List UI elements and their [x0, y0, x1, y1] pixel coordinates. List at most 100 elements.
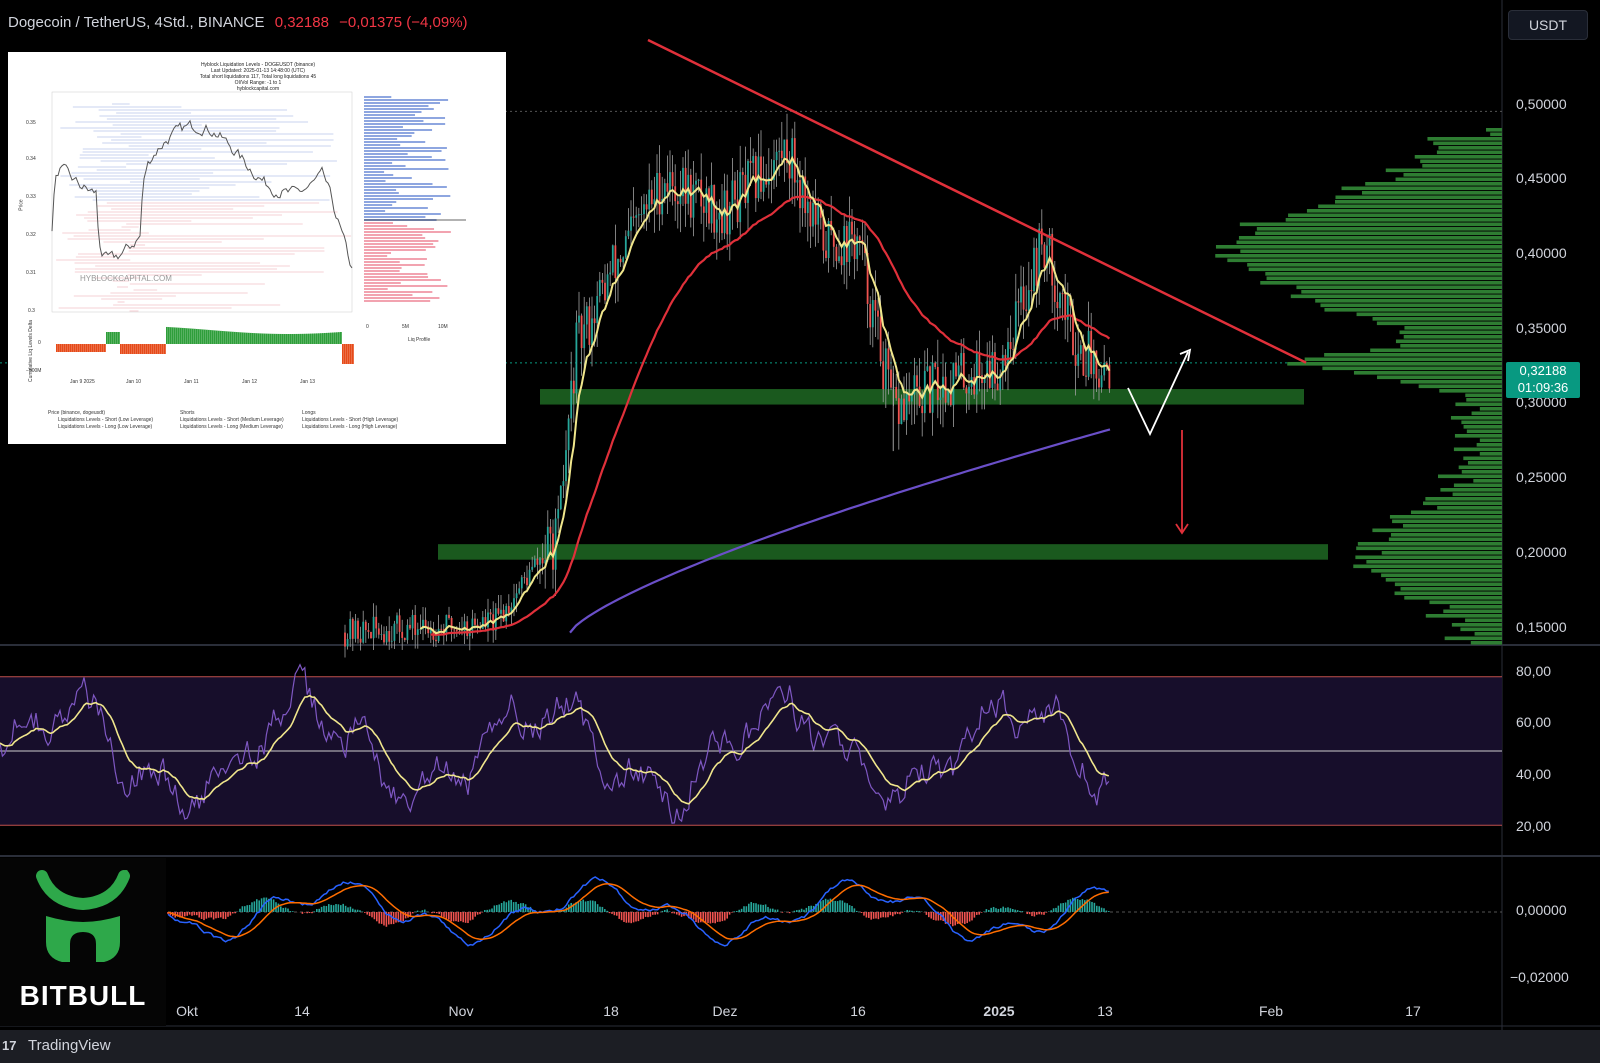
bitbull-logo: BITBULL: [0, 858, 166, 1026]
macd-histogram-bar: [455, 912, 457, 922]
inset-delta-bar: [324, 332, 326, 344]
volume-profile-bar: [1414, 155, 1502, 159]
macd-histogram-bar: [1028, 912, 1031, 915]
inset-delta-bar: [58, 344, 60, 352]
macd-histogram-bar: [616, 912, 618, 916]
macd-histogram-bar: [476, 912, 479, 915]
macd-histogram-bar: [397, 912, 400, 923]
macd-histogram-bar: [1012, 909, 1014, 912]
candle-body: [1092, 350, 1095, 375]
macd-histogram-bar: [505, 902, 508, 912]
macd-histogram-bar: [726, 912, 728, 919]
volume-profile-bar: [1463, 456, 1502, 461]
time-axis-tick: Feb: [1258, 1003, 1284, 1019]
footer-brand[interactable]: TradingView: [28, 1037, 111, 1054]
inset-profile-bar: [364, 147, 447, 149]
inset-delta-bar: [258, 333, 260, 344]
inset-delta-bar: [78, 344, 80, 352]
volume-profile-bar: [1287, 362, 1502, 366]
candle-body: [960, 353, 963, 366]
macd-histogram-bar: [976, 912, 978, 915]
inset-delta-bar: [104, 344, 106, 352]
macd-histogram-bar: [337, 904, 340, 912]
macd-histogram-bar: [820, 901, 822, 912]
inset-profile-bar: [364, 252, 392, 254]
macd-histogram-bar: [623, 912, 625, 922]
inset-delta-bar: [350, 344, 352, 364]
macd-histogram-bar: [385, 912, 388, 927]
volume-profile-bar: [1470, 641, 1502, 645]
volume-profile-bar: [1239, 222, 1502, 227]
macd-histogram-bar: [438, 912, 440, 914]
macd-histogram-bar: [928, 912, 930, 918]
inset-delta-bar: [234, 331, 236, 344]
macd-histogram-bar: [632, 912, 635, 923]
inset-profile-bar: [364, 138, 398, 140]
inset-profile-bar: [364, 213, 441, 215]
candle-body: [370, 631, 372, 639]
inset-delta-bar: [308, 333, 310, 344]
inset-delta-bar: [168, 327, 170, 344]
inset-profile-tick: 0: [366, 324, 369, 330]
candle-body: [583, 324, 586, 349]
macd-histogram-bar: [335, 904, 337, 912]
macd-histogram-bar: [673, 912, 676, 914]
macd-histogram-bar: [647, 912, 649, 918]
macd-histogram-bar: [176, 912, 179, 917]
candle-body: [884, 348, 887, 390]
price-axis-tick: 0,20000: [1516, 544, 1567, 560]
macd-panel[interactable]: [167, 876, 1502, 947]
candle-body: [1074, 354, 1077, 366]
inset-profile-bar: [364, 135, 412, 137]
macd-histogram-bar: [803, 909, 805, 912]
inset-delta-bar: [206, 329, 208, 344]
inset-delta-bar: [284, 333, 286, 344]
candle-body: [731, 180, 734, 207]
bar-countdown: 01:09:36: [1517, 380, 1569, 395]
volume-profile-bar: [1361, 191, 1502, 195]
macd-histogram-bar: [510, 899, 512, 912]
inset-profile-bar: [364, 114, 416, 116]
chart-canvas[interactable]: [0, 0, 1600, 1030]
candle-body: [926, 366, 929, 371]
candle-body: [715, 219, 718, 233]
volume-profile-bar: [1404, 326, 1502, 330]
symbol-header[interactable]: Dogecoin / TetherUS, 4Std., BINANCE 0,32…: [8, 14, 468, 31]
inset-profile-bar: [364, 171, 385, 173]
candle-body: [1072, 305, 1074, 355]
macd-histogram-bar: [990, 907, 992, 912]
macd-histogram-bar: [882, 912, 884, 918]
macd-histogram-bar: [217, 912, 220, 918]
inset-delta-bar: [210, 330, 212, 344]
volume-profile-bar: [1266, 276, 1502, 281]
macd-histogram-bar: [474, 912, 476, 917]
macd-histogram-bar: [496, 905, 498, 912]
rsi-panel[interactable]: [0, 663, 1502, 826]
inset-delta-bar: [318, 333, 320, 344]
currency-button[interactable]: USDT: [1508, 10, 1588, 40]
inset-delta-bar: [198, 329, 200, 344]
inset-delta-bar: [298, 333, 300, 344]
volume-profile-bar: [1290, 294, 1502, 299]
macd-histogram-bar: [268, 898, 270, 912]
candle-body: [908, 394, 911, 402]
macd-histogram-bar: [853, 908, 856, 912]
inset-delta-bar: [276, 333, 278, 344]
candle-body: [765, 179, 768, 185]
candle-body: [1082, 345, 1085, 376]
inset-delta-bar: [342, 344, 344, 364]
candle-body: [637, 214, 640, 216]
volume-profile-bar: [1460, 627, 1502, 632]
macd-histogram-bar: [222, 912, 224, 919]
inset-profile-bar: [364, 243, 434, 245]
macd-histogram-bar: [743, 906, 745, 912]
candle-body: [1035, 247, 1038, 286]
macd-histogram-bar: [668, 911, 671, 912]
macd-histogram-bar: [1038, 912, 1040, 915]
inset-profile-bar: [364, 261, 400, 263]
volume-profile-bar: [1454, 434, 1502, 438]
macd-histogram-bar: [916, 910, 918, 912]
candle-body: [762, 179, 765, 192]
macd-histogram-bar: [1105, 910, 1108, 912]
macd-histogram-bar: [798, 909, 800, 912]
